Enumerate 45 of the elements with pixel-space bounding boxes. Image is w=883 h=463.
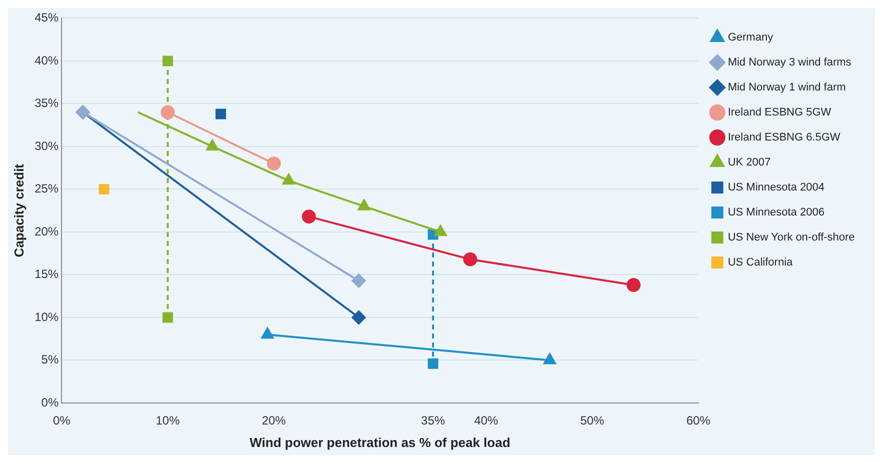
legend-label: Germany — [728, 32, 774, 44]
point — [358, 199, 370, 210]
legend-label: Mid Norway 3 wind farms — [728, 56, 852, 69]
y-tick-label: 40% — [34, 53, 59, 68]
x-tick-label: 20% — [262, 414, 286, 428]
point — [352, 274, 366, 288]
x-axis-title: Wind power penetration as % of peak load — [250, 434, 510, 450]
point — [162, 312, 173, 323]
point — [162, 56, 173, 66]
x-tick-label: 0% — [52, 414, 71, 428]
x-tick-label: 10% — [156, 414, 180, 428]
y-tick-label: 0% — [41, 395, 59, 410]
point — [266, 156, 281, 171]
x-tick-label: 40% — [474, 414, 498, 428]
legend-label: US Minnesota 2004 — [728, 182, 824, 194]
y-tick-label: 30% — [34, 138, 59, 153]
legend-label: Ireland ESBNG 5GW — [728, 106, 832, 119]
point — [216, 108, 226, 120]
y-tick-label: 5% — [41, 352, 59, 367]
point — [98, 184, 110, 194]
y-axis-title: Capacity credit — [11, 163, 26, 258]
point — [302, 210, 316, 224]
point — [352, 310, 366, 324]
y-tick-label: 10% — [34, 310, 59, 324]
y-tick-label: 45% — [34, 10, 59, 25]
x-tick-label: 50% — [580, 414, 605, 428]
x-tick-label: 60% — [686, 414, 711, 428]
point — [160, 105, 175, 120]
legend-label: US New York on-off-shore — [728, 232, 855, 244]
legend-label: US California — [728, 256, 794, 269]
point — [428, 358, 438, 369]
point — [206, 139, 218, 150]
legend-label: UK 2007 — [728, 156, 771, 169]
point — [434, 224, 447, 236]
point — [463, 252, 478, 266]
point — [626, 278, 641, 292]
point — [282, 174, 295, 185]
y-tick-label: 15% — [34, 267, 59, 282]
x-tick-label: 35% — [421, 414, 446, 428]
y-tick-label: 35% — [34, 96, 59, 110]
legend-label: Ireland ESBNG 6.5GW — [728, 132, 841, 144]
legend-label: Mid Norway 1 wind farm — [728, 82, 846, 94]
y-tick-label: 20% — [34, 224, 59, 238]
y-tick-label: 25% — [34, 182, 59, 196]
legend-label: US Minnesota 2006 — [728, 206, 824, 219]
